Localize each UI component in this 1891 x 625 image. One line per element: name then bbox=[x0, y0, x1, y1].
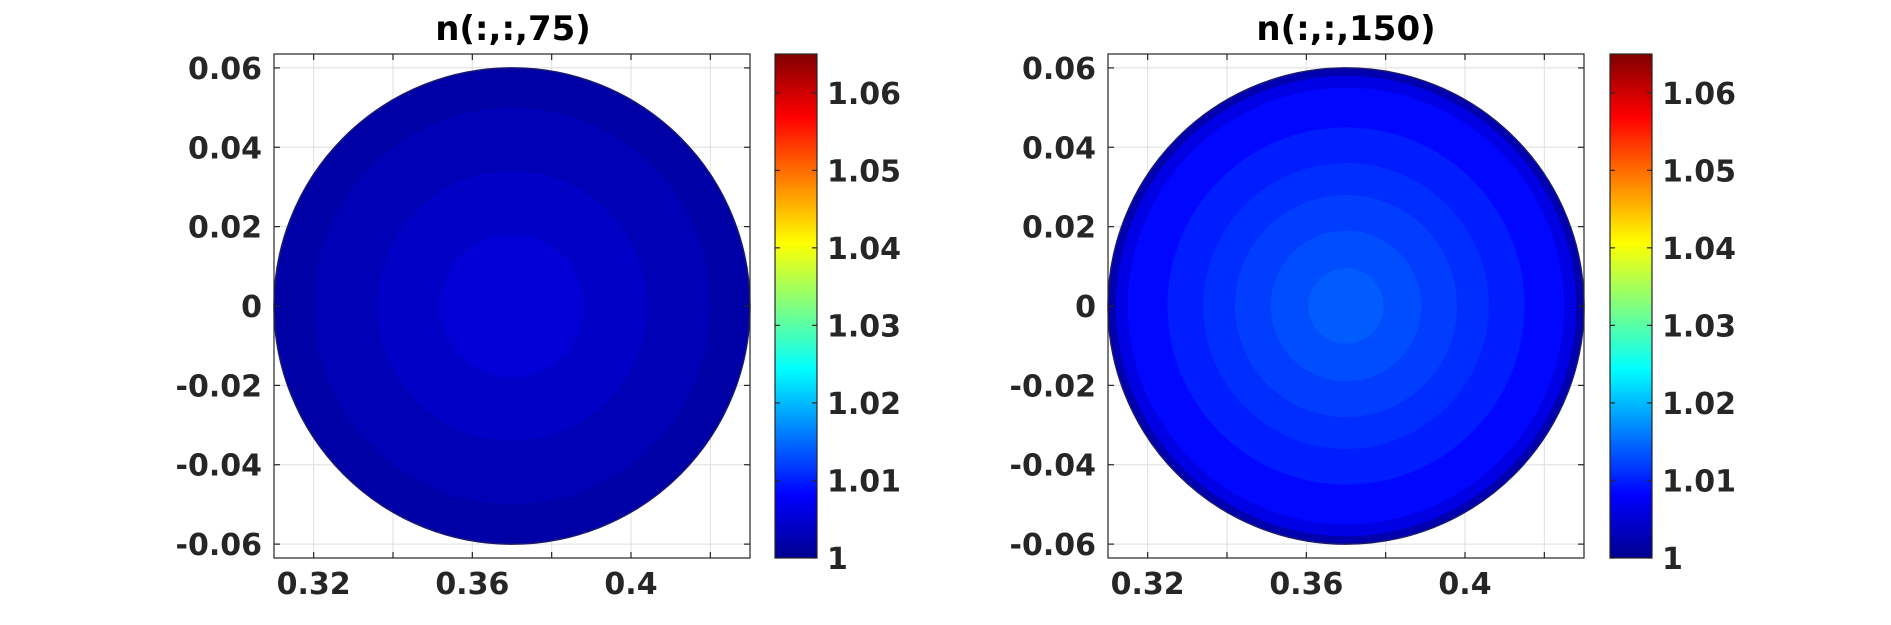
colorbar-scale bbox=[774, 53, 818, 559]
contour-disk bbox=[273, 67, 751, 545]
colorbar-tick-label: 1.06 bbox=[1662, 77, 1736, 112]
y-axis: 0.06 0.04 0.02 0 -0.02 -0.04 -0.06 bbox=[176, 52, 262, 563]
colorbar-tick-label: 1.03 bbox=[827, 309, 901, 344]
plot-title: n(:,:,75) bbox=[435, 9, 591, 49]
y-tick-label: 0.06 bbox=[1022, 52, 1096, 87]
contour-ring bbox=[1308, 268, 1384, 344]
x-tick-label: 0.4 bbox=[1438, 567, 1491, 602]
colorbar-tick-label: 1.02 bbox=[827, 387, 901, 422]
x-tick-label: 0.32 bbox=[277, 567, 351, 602]
axis-ticks bbox=[274, 54, 750, 558]
colorbar-tick-label: 1.06 bbox=[827, 77, 901, 112]
colorbar-tick-label: 1.02 bbox=[1662, 387, 1736, 422]
colorbar: 1 1.01 1.02 1.03 1.04 1.05 1.06 bbox=[774, 53, 901, 577]
x-axis: 0.32 0.36 0.4 bbox=[1111, 567, 1492, 602]
colorbar-tick-label: 1.04 bbox=[1662, 232, 1736, 267]
x-tick-label: 0.32 bbox=[1111, 567, 1185, 602]
colorbar-tick-label: 1 bbox=[827, 542, 848, 577]
colorbar-tick-label: 1.05 bbox=[827, 154, 901, 189]
colorbar: 1 1.01 1.02 1.03 1.04 1.05 1.06 bbox=[1609, 53, 1736, 577]
x-tick-label: 0.36 bbox=[1269, 567, 1343, 602]
y-tick-label: 0 bbox=[1075, 290, 1096, 325]
colorbar-tick-label: 1.03 bbox=[1662, 309, 1736, 344]
y-tick-label: -0.04 bbox=[176, 449, 262, 484]
colorbar-tick-label: 1 bbox=[1662, 542, 1683, 577]
colorbar-tick-label: 1.05 bbox=[1662, 154, 1736, 189]
x-tick-label: 0.36 bbox=[435, 567, 509, 602]
y-tick-label: 0.04 bbox=[188, 131, 262, 166]
x-tick-label: 0.4 bbox=[604, 567, 657, 602]
plot-title: n(:,:,150) bbox=[1256, 9, 1435, 49]
y-tick-label: -0.06 bbox=[1010, 528, 1096, 563]
y-axis: 0.06 0.04 0.02 0 -0.02 -0.04 -0.06 bbox=[1010, 52, 1096, 563]
subplot-right: n(:,:,150) 0.32 0.36 0.4 0.06 0.04 0.02 … bbox=[1010, 9, 1737, 602]
colorbar-ticks bbox=[1610, 92, 1652, 559]
contour-disk bbox=[1107, 67, 1585, 545]
subplot-left: n(:,:,75) 0.32 0.36 0.4 0.06 0.04 0.02 0… bbox=[176, 9, 902, 602]
y-tick-label: 0.02 bbox=[188, 211, 262, 246]
contour-ring bbox=[440, 234, 584, 378]
y-tick-label: -0.04 bbox=[1010, 449, 1096, 484]
colorbar-tick-label: 1.01 bbox=[1662, 464, 1736, 499]
y-tick-label: 0.06 bbox=[188, 52, 262, 87]
y-tick-label: 0 bbox=[241, 290, 262, 325]
colorbar-scale bbox=[1609, 53, 1653, 559]
y-tick-label: -0.02 bbox=[1010, 369, 1096, 404]
colorbar-tick-label: 1.04 bbox=[827, 232, 901, 267]
x-axis: 0.32 0.36 0.4 bbox=[277, 567, 658, 602]
y-tick-label: -0.06 bbox=[176, 528, 262, 563]
y-tick-label: 0.04 bbox=[1022, 131, 1096, 166]
colorbar-ticks bbox=[775, 92, 817, 559]
y-tick-label: 0.02 bbox=[1022, 211, 1096, 246]
axis-ticks bbox=[1108, 54, 1584, 558]
colorbar-tick-label: 1.01 bbox=[827, 464, 901, 499]
y-tick-label: -0.02 bbox=[176, 369, 262, 404]
